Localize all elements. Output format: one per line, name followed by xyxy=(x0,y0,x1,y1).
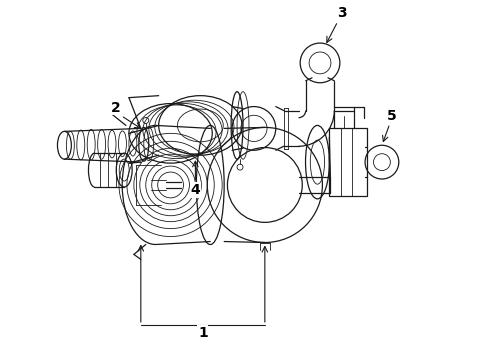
Bar xyxy=(329,129,367,196)
Text: 2: 2 xyxy=(111,100,121,114)
Text: 5: 5 xyxy=(387,108,397,122)
Text: 1: 1 xyxy=(198,326,208,340)
Text: 3: 3 xyxy=(337,6,346,20)
Text: 4: 4 xyxy=(191,183,200,197)
